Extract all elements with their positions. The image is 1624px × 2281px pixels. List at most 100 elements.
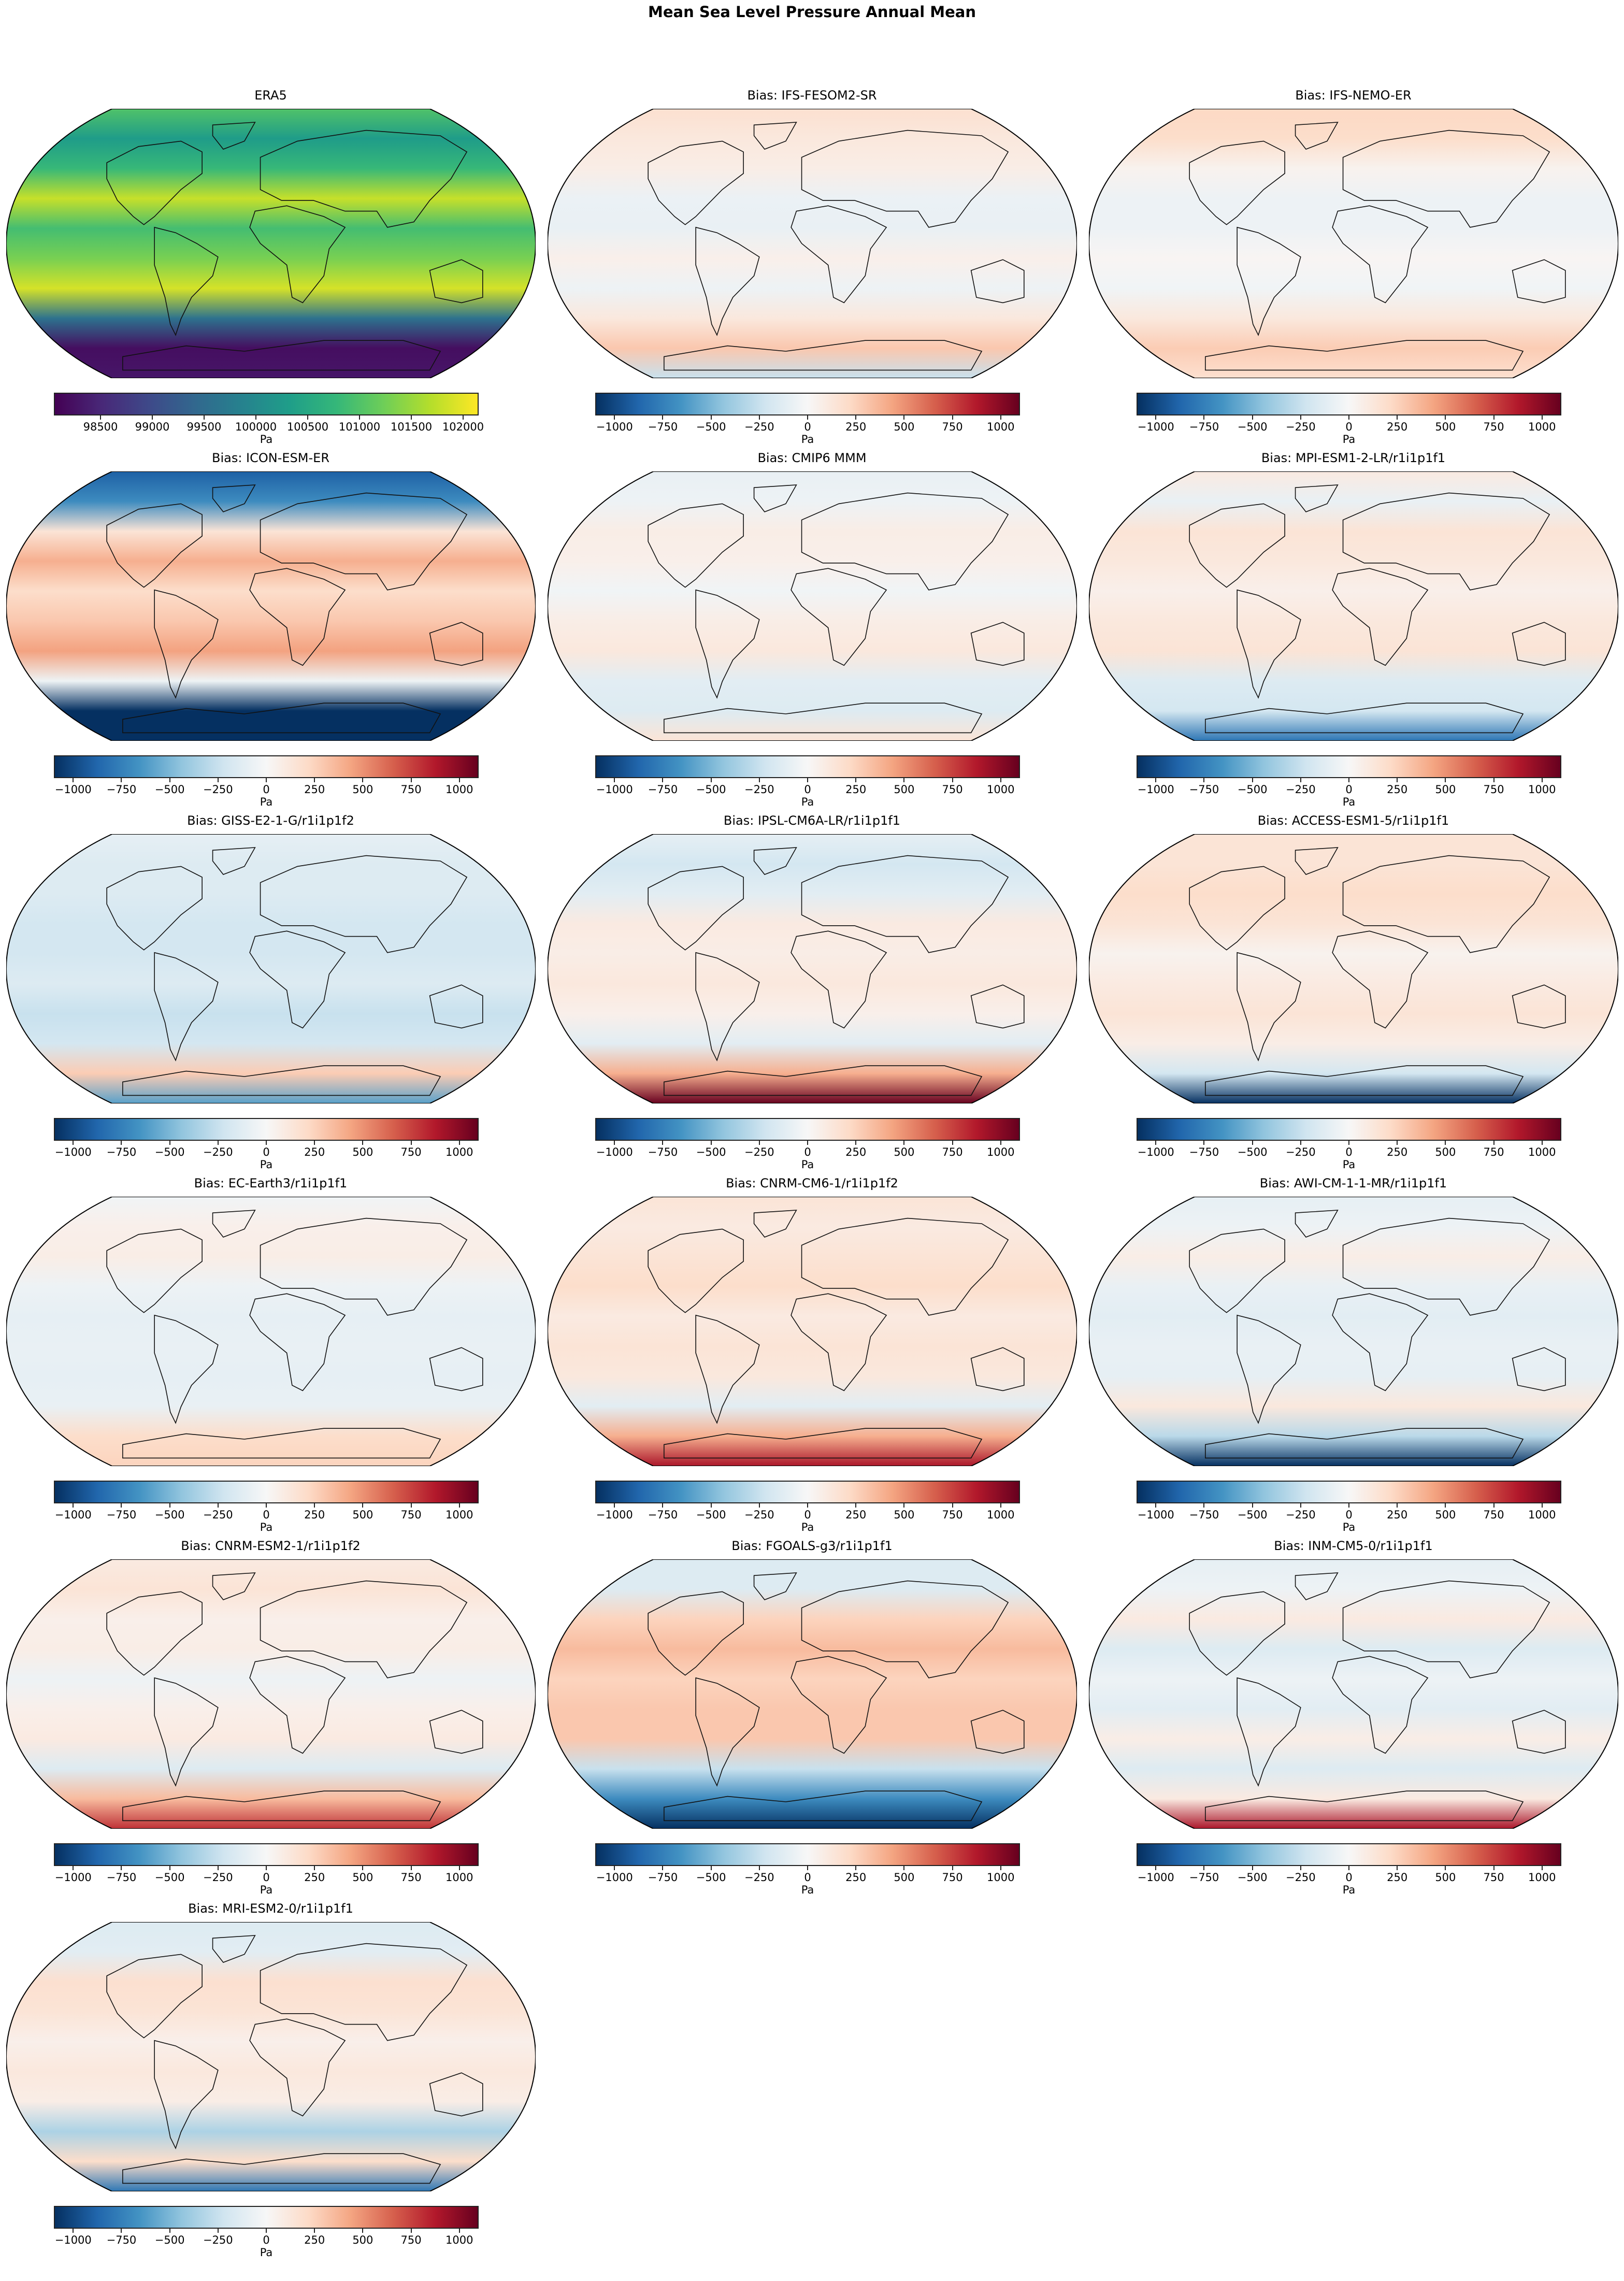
tick-mark xyxy=(1300,1866,1301,1870)
tick-mark xyxy=(359,415,360,420)
tick-mark xyxy=(1203,778,1205,782)
colorbar-ticks: −1000 −750 −500 −250 0 250 500 750 1000 xyxy=(54,1503,479,1524)
tick-mark xyxy=(614,415,615,420)
tick-mark xyxy=(903,1141,905,1145)
coastlines xyxy=(107,1573,483,1820)
tick-label: 0 xyxy=(1345,1509,1353,1521)
tick-mark xyxy=(1348,1503,1349,1508)
map-robinson xyxy=(6,109,536,378)
tick-mark xyxy=(662,1866,664,1870)
subplot-title: Bias: CNRM-CM6-1/r1i1p1f2 xyxy=(726,1176,898,1190)
tick-label: 750 xyxy=(1483,1509,1504,1521)
subplot-panel: Bias: CMIP6 MMM −1000 −750 −500 −250 0 2… xyxy=(541,446,1083,808)
tick-mark xyxy=(73,778,74,782)
tick-label: −1000 xyxy=(54,783,92,796)
tick-mark xyxy=(1348,415,1349,420)
tick-label: −500 xyxy=(696,783,726,796)
map-robinson xyxy=(6,1559,536,1829)
tick-label: 0 xyxy=(804,783,811,796)
coastlines xyxy=(1189,848,1565,1095)
colorbar xyxy=(595,1481,1020,1503)
tick-label: 500 xyxy=(1435,783,1456,796)
map-robinson xyxy=(548,1559,1077,1829)
subplot-panel: Bias: ICON-ESM-ER −1000 −750 −500 −250 0… xyxy=(0,446,541,808)
subplot-title: Bias: IFS-NEMO-ER xyxy=(1295,88,1412,103)
tick-label: 250 xyxy=(845,421,867,433)
colorbar-unit-label: Pa xyxy=(801,1884,814,1896)
subplot-title: Bias: AWI-CM-1-1-MR/r1i1p1f1 xyxy=(1259,1176,1447,1190)
tick-label: 1000 xyxy=(445,1871,473,1884)
subplot-panel: Bias: IPSL-CM6A-LR/r1i1p1f1 −1000 −750 −… xyxy=(541,808,1083,1171)
colorbar-unit-label: Pa xyxy=(260,1158,273,1171)
subplot-title: Bias: IFS-FESOM2-SR xyxy=(747,88,877,103)
tick-mark xyxy=(1203,415,1205,420)
tick-mark xyxy=(758,1503,760,1508)
subplot-title: Bias: EC-Earth3/r1i1p1f1 xyxy=(194,1176,348,1190)
tick-mark xyxy=(1493,1503,1494,1508)
tick-label: −500 xyxy=(1237,1871,1268,1884)
colorbar-ticks: 98500 99000 99500 100000 100500 101000 1… xyxy=(54,415,484,436)
tick-mark xyxy=(169,778,170,782)
tick-label: −750 xyxy=(106,1871,137,1884)
tick-mark xyxy=(169,1503,170,1508)
tick-mark xyxy=(903,1503,905,1508)
subplot-panel: Bias: ACCESS-ESM1-5/r1i1p1f1 −1000 −750 … xyxy=(1083,808,1624,1171)
tick-mark xyxy=(458,1866,460,1870)
tick-label: −1000 xyxy=(1137,421,1174,433)
subplot-title: ERA5 xyxy=(254,88,287,103)
tick-mark xyxy=(1541,778,1543,782)
tick-mark xyxy=(952,778,953,782)
tick-mark xyxy=(1252,1503,1253,1508)
subplot-title: Bias: IPSL-CM6A-LR/r1i1p1f1 xyxy=(723,813,901,828)
colorbar-ticks: −1000 −750 −500 −250 0 250 500 750 1000 xyxy=(1137,1503,1561,1524)
tick-mark xyxy=(410,1503,412,1508)
colorbar-ticks: −1000 −750 −500 −250 0 250 500 750 1000 xyxy=(1137,1141,1561,1161)
tick-mark xyxy=(1445,1141,1446,1145)
tick-label: −1000 xyxy=(1137,783,1174,796)
tick-label: 99000 xyxy=(135,421,170,433)
map-robinson xyxy=(548,1197,1077,1466)
tick-label: 500 xyxy=(352,2234,373,2246)
tick-mark xyxy=(314,1866,315,1870)
tick-label: 1000 xyxy=(1528,1509,1556,1521)
tick-label: −1000 xyxy=(596,783,633,796)
map-robinson xyxy=(548,471,1077,741)
tick-mark xyxy=(952,1141,953,1145)
tick-label: −250 xyxy=(744,421,774,433)
tick-mark xyxy=(1300,1141,1301,1145)
colorbar-ticks: −1000 −750 −500 −250 0 250 500 750 1000 xyxy=(54,778,479,799)
tick-mark xyxy=(710,1866,712,1870)
tick-label: −750 xyxy=(648,1509,678,1521)
tick-label: 0 xyxy=(1345,1871,1353,1884)
tick-mark xyxy=(1493,1866,1494,1870)
subplot-title: Bias: FGOALS-g3/r1i1p1f1 xyxy=(731,1539,893,1553)
tick-label: 750 xyxy=(400,1146,422,1158)
tick-label: −1000 xyxy=(1137,1146,1174,1158)
colorbar xyxy=(1137,755,1561,778)
tick-label: −750 xyxy=(106,2234,137,2246)
tick-mark xyxy=(121,1503,122,1508)
tick-mark xyxy=(362,1866,364,1870)
tick-label: 750 xyxy=(942,1871,963,1884)
tick-mark xyxy=(807,778,808,782)
subplot-panel: Bias: GISS-E2-1-G/r1i1p1f2 −1000 −750 −5… xyxy=(0,808,541,1171)
tick-mark xyxy=(807,1503,808,1508)
tick-label: 0 xyxy=(263,1871,270,1884)
tick-label: −750 xyxy=(648,1146,678,1158)
subplot-title: Bias: INM-CM5-0/r1i1p1f1 xyxy=(1274,1539,1433,1553)
tick-mark xyxy=(1397,778,1398,782)
tick-mark xyxy=(410,1866,412,1870)
tick-label: −250 xyxy=(1285,783,1316,796)
map-robinson xyxy=(1089,471,1618,741)
tick-mark xyxy=(217,1141,219,1145)
tick-mark xyxy=(807,415,808,420)
colorbar xyxy=(1137,1843,1561,1866)
tick-mark xyxy=(758,1141,760,1145)
tick-label: 0 xyxy=(804,1871,811,1884)
colorbar-unit-label: Pa xyxy=(260,1884,273,1896)
tick-label: 1000 xyxy=(445,783,473,796)
colorbar-ticks: −1000 −750 −500 −250 0 250 500 750 1000 xyxy=(595,1866,1020,1887)
figure-suptitle: Mean Sea Level Pressure Annual Mean xyxy=(648,3,976,21)
tick-label: −750 xyxy=(1189,1509,1219,1521)
tick-label: 0 xyxy=(263,783,270,796)
